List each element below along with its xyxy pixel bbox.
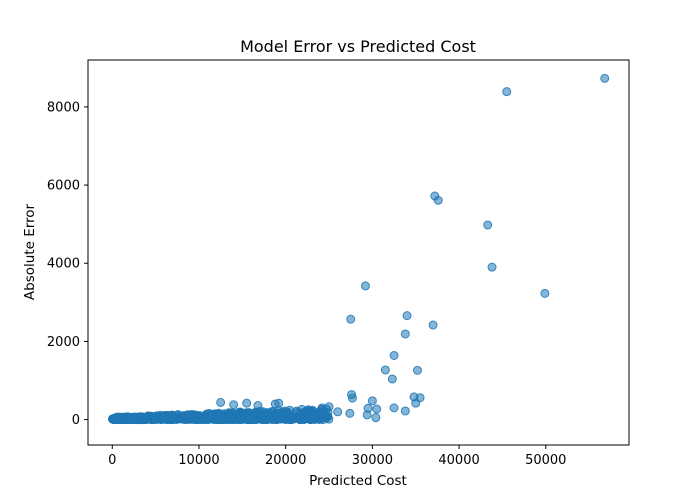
data-point: [433, 195, 443, 205]
x-axis-label: Predicted Cost: [309, 473, 407, 489]
data-point: [380, 365, 390, 375]
data-point: [242, 398, 252, 408]
data-point: [226, 413, 236, 423]
data-point: [156, 410, 166, 420]
x-tick-label: 40000: [438, 453, 479, 468]
x-tick-label: 20000: [265, 453, 306, 468]
data-point: [246, 411, 256, 421]
data-point: [163, 410, 173, 420]
data-point: [190, 414, 200, 424]
data-point: [362, 410, 372, 420]
data-point: [215, 409, 225, 419]
data-point: [129, 413, 139, 423]
data-point: [402, 311, 412, 321]
data-point: [347, 393, 357, 403]
data-point: [216, 397, 226, 407]
data-point: [138, 414, 148, 424]
data-point: [298, 408, 308, 418]
data-point: [345, 408, 355, 418]
data-point: [600, 73, 610, 83]
data-point: [389, 350, 399, 360]
y-tick-label: 0: [72, 413, 80, 428]
data-point: [333, 407, 343, 417]
data-point: [270, 409, 280, 419]
data-point: [234, 408, 244, 418]
data-point: [109, 414, 119, 424]
y-tick-label: 2000: [47, 335, 80, 350]
data-point: [428, 320, 438, 330]
data-point: [308, 407, 318, 417]
data-point: [400, 329, 410, 339]
data-point: [253, 401, 263, 411]
data-point: [229, 400, 239, 410]
data-point: [317, 403, 327, 413]
data-point: [324, 414, 334, 424]
y-axis-ticks: 0 2000 4000 6000 8000: [47, 100, 88, 428]
data-point: [288, 413, 298, 423]
data-points: [107, 73, 610, 425]
data-point: [502, 87, 512, 97]
data-point: [387, 374, 397, 384]
data-point: [487, 262, 497, 272]
data-point: [411, 398, 421, 408]
data-point: [274, 398, 284, 408]
data-point: [389, 403, 399, 413]
y-tick-label: 4000: [47, 257, 80, 272]
y-axis-label: Absolute Error: [22, 203, 38, 300]
x-axis-ticks: 0 10000 20000 30000 40000 50000: [108, 445, 566, 468]
data-point: [171, 410, 181, 420]
x-tick-label: 10000: [178, 453, 219, 468]
data-point: [412, 365, 422, 375]
data-point: [346, 314, 356, 324]
chart-title: Model Error vs Predicted Cost: [240, 37, 476, 56]
data-point: [483, 220, 493, 230]
data-point: [360, 281, 370, 291]
data-point: [310, 414, 320, 424]
data-point: [282, 407, 292, 417]
data-point: [540, 288, 550, 298]
x-tick-label: 0: [108, 453, 116, 468]
data-point: [206, 413, 216, 423]
data-point: [400, 406, 410, 416]
data-point: [371, 413, 381, 423]
plot-frame: [87, 59, 630, 446]
y-tick-label: 8000: [47, 100, 80, 115]
y-tick-label: 6000: [47, 179, 80, 194]
data-point: [367, 396, 377, 406]
x-tick-label: 30000: [352, 453, 393, 468]
data-point: [372, 404, 382, 414]
x-tick-label: 50000: [525, 453, 566, 468]
